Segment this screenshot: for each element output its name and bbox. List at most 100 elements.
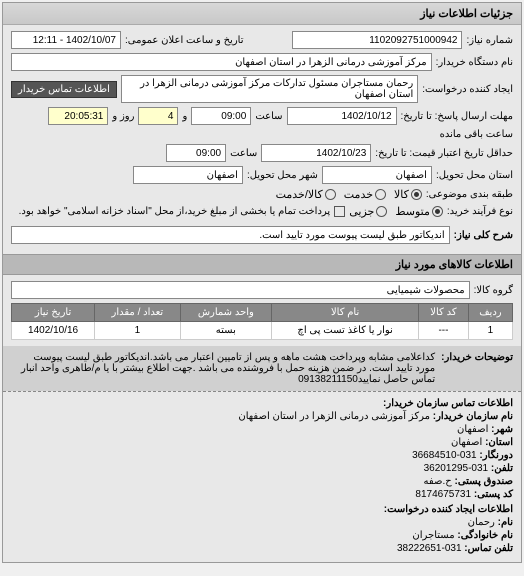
contact-section: اطلاعات تماس سازمان خریدار: نام سازمان خ… — [3, 391, 521, 562]
col-date: تاریخ نیاز — [12, 304, 95, 322]
col-unit: واحد شمارش — [180, 304, 272, 322]
creator-value: رحمان مستاجران مسئول تدارکات مرکز آموزشی… — [121, 75, 418, 103]
creator-section-title: اطلاعات ایجاد کننده درخواست: — [384, 504, 513, 515]
buyer-note-box: توضیحات خریدار: کداعلامی مشابه وپرداخت ه… — [3, 346, 521, 391]
radio-icon — [376, 206, 387, 217]
contact-postbox-label: صندوق پستی: — [454, 476, 513, 487]
days-left: 4 — [138, 107, 178, 125]
contact-postbox: ح.صفه — [424, 476, 452, 487]
row-goods-group: گروه کالا: محصولات شیمیایی — [11, 281, 513, 299]
contact-city: اصفهان — [457, 424, 488, 435]
col-row: ردیف — [468, 304, 512, 322]
org-value: مرکز آموزشی درمانی الزهرا در استان اصفها… — [11, 53, 432, 71]
goods-section-title: اطلاعات کالاهای مورد نیاز — [3, 254, 521, 275]
desc-value: اندیکاتور طبق لیست پیوست مورد تایید است. — [11, 226, 450, 244]
validity-time: 09:00 — [166, 144, 226, 162]
time-label-1: ساعت — [255, 111, 282, 122]
contact-fax: 031-36684510 — [412, 450, 477, 461]
contact-org-label: نام سازمان خریدار: — [433, 411, 513, 422]
radio-icon — [375, 189, 386, 200]
contact-family: مستاجران — [412, 530, 454, 541]
row-validity: حداقل تاریخ اعتبار قیمت: تا تاریخ: 1402/… — [11, 144, 513, 162]
validity-date: 1402/10/23 — [261, 144, 371, 162]
creator-label: ایجاد کننده درخواست: — [422, 84, 513, 95]
radio-goods-service-label: کالا/خدمت — [276, 188, 323, 201]
contact-family-label: نام خانوادگی: — [457, 530, 513, 541]
buy-type-radios: متوسط جزیی — [349, 205, 443, 218]
goods-table: ردیف کد کالا نام کالا واحد شمارش تعداد /… — [11, 303, 513, 340]
remain-label: ساعت باقی مانده — [440, 129, 513, 140]
contact-postcode-label: کد پستی: — [474, 489, 513, 500]
cell-unit: بسته — [180, 322, 272, 340]
contact-postcode: 8174675731 — [415, 489, 471, 500]
radio-goods[interactable]: کالا — [394, 188, 422, 201]
col-qty: تعداد / مقدار — [95, 304, 180, 322]
request-number-label: شماره نیاز: — [466, 35, 513, 46]
row-delivery: استان محل تحویل: اصفهان شهر محل تحویل: ا… — [11, 166, 513, 184]
classify-radios: کالا خدمت کالا/خدمت — [276, 188, 422, 201]
contact-state-label: استان: — [485, 437, 513, 448]
desc-label: شرح کلی نیاز: — [454, 230, 513, 241]
radio-goods-service[interactable]: کالا/خدمت — [276, 188, 336, 201]
table-header-row: ردیف کد کالا نام کالا واحد شمارش تعداد /… — [12, 304, 513, 322]
deadline-date: 1402/10/12 — [287, 107, 397, 125]
deadline-time: 09:00 — [191, 107, 251, 125]
radio-service[interactable]: خدمت — [344, 188, 386, 201]
cell-qty: 1 — [95, 322, 180, 340]
row-classify: طبقه بندی موضوعی: کالا خدمت کالا/خدمت — [11, 188, 513, 201]
deadline-label: مهلت ارسال پاسخ: تا تاریخ: — [401, 111, 513, 122]
contact-city-label: شهر: — [491, 424, 513, 435]
contact-section-title: اطلاعات تماس سازمان خریدار: — [383, 398, 513, 409]
pay-note: پرداخت تمام یا بخشی از مبلغ خرید،از محل … — [19, 206, 331, 217]
radio-service-label: خدمت — [344, 188, 373, 201]
and-label: و — [182, 111, 187, 122]
contact-org: مرکز آموزشی درمانی الزهرا در استان اصفها… — [238, 411, 430, 422]
row-desc: شرح کلی نیاز: اندیکاتور طبق لیست پیوست م… — [11, 226, 513, 244]
publish-date-label: تاریخ و ساعت اعلان عمومی: — [125, 35, 244, 46]
goods-body: گروه کالا: محصولات شیمیایی ردیف کد کالا … — [3, 275, 521, 346]
row-org: نام دستگاه خریدار: مرکز آموزشی درمانی ال… — [11, 53, 513, 71]
time-label-2: ساعت — [230, 148, 257, 159]
treasury-checkbox[interactable] — [334, 206, 345, 217]
classify-label: طبقه بندی موضوعی: — [426, 189, 513, 200]
cell-date: 1402/10/16 — [12, 322, 95, 340]
buyer-contact-button[interactable]: اطلاعات تماس خریدار — [11, 81, 117, 98]
row-deadline: مهلت ارسال پاسخ: تا تاریخ: 1402/10/12 سا… — [11, 107, 513, 140]
radio-partial[interactable]: جزیی — [349, 205, 387, 218]
contact-tel: 031-36201295 — [424, 463, 489, 474]
table-row: 1 --- نوار یا کاغذ تست پی اچ بسته 1 1402… — [12, 322, 513, 340]
radio-goods-label: کالا — [394, 188, 409, 201]
publish-date-value: 1402/10/07 - 12:11 — [11, 31, 121, 49]
panel-title: جزئیات اطلاعات نیاز — [3, 3, 521, 25]
goods-group-value: محصولات شیمیایی — [11, 281, 470, 299]
radio-medium-label: متوسط — [395, 205, 430, 218]
col-name: نام کالا — [272, 304, 419, 322]
row-creator: ایجاد کننده درخواست: رحمان مستاجران مسئو… — [11, 75, 513, 103]
cell-row: 1 — [468, 322, 512, 340]
radio-icon — [325, 189, 336, 200]
contact-fax-label: دورنگار: — [479, 450, 513, 461]
request-number-value: 1102092751000942 — [292, 31, 462, 49]
contact-state: اصفهان — [451, 437, 482, 448]
contact-name-label: نام: — [498, 517, 513, 528]
contact-name: رحمان — [468, 517, 495, 528]
cell-code: --- — [419, 322, 469, 340]
radio-medium[interactable]: متوسط — [395, 205, 443, 218]
radio-icon — [432, 206, 443, 217]
row-buy-type: نوع فرآیند خرید: متوسط جزیی پرداخت تمام … — [11, 205, 513, 218]
contact-phone: 031-38222651 — [397, 543, 462, 554]
validity-label: حداقل تاریخ اعتبار قیمت: تا تاریخ: — [375, 148, 513, 159]
buy-type-label: نوع فرآیند خرید: — [447, 206, 513, 217]
details-panel: جزئیات اطلاعات نیاز شماره نیاز: 11020927… — [2, 2, 522, 563]
deliver-city-label: شهر محل تحویل: — [247, 170, 318, 181]
deliver-city: اصفهان — [133, 166, 243, 184]
deliver-state-label: استان محل تحویل: — [436, 170, 513, 181]
contact-phone-label: تلفن تماس: — [464, 543, 513, 554]
deliver-state: اصفهان — [322, 166, 432, 184]
row-request-number: شماره نیاز: 1102092751000942 تاریخ و ساع… — [11, 31, 513, 49]
buyer-note-text: کداعلامی مشابه وپرداخت هشت ماهه و پس از … — [11, 352, 435, 385]
buyer-note-label: توضیحات خریدار: — [441, 352, 513, 385]
goods-group-label: گروه کالا: — [474, 285, 513, 296]
contact-tel-label: تلفن: — [491, 463, 513, 474]
days-label: روز و — [112, 111, 134, 122]
